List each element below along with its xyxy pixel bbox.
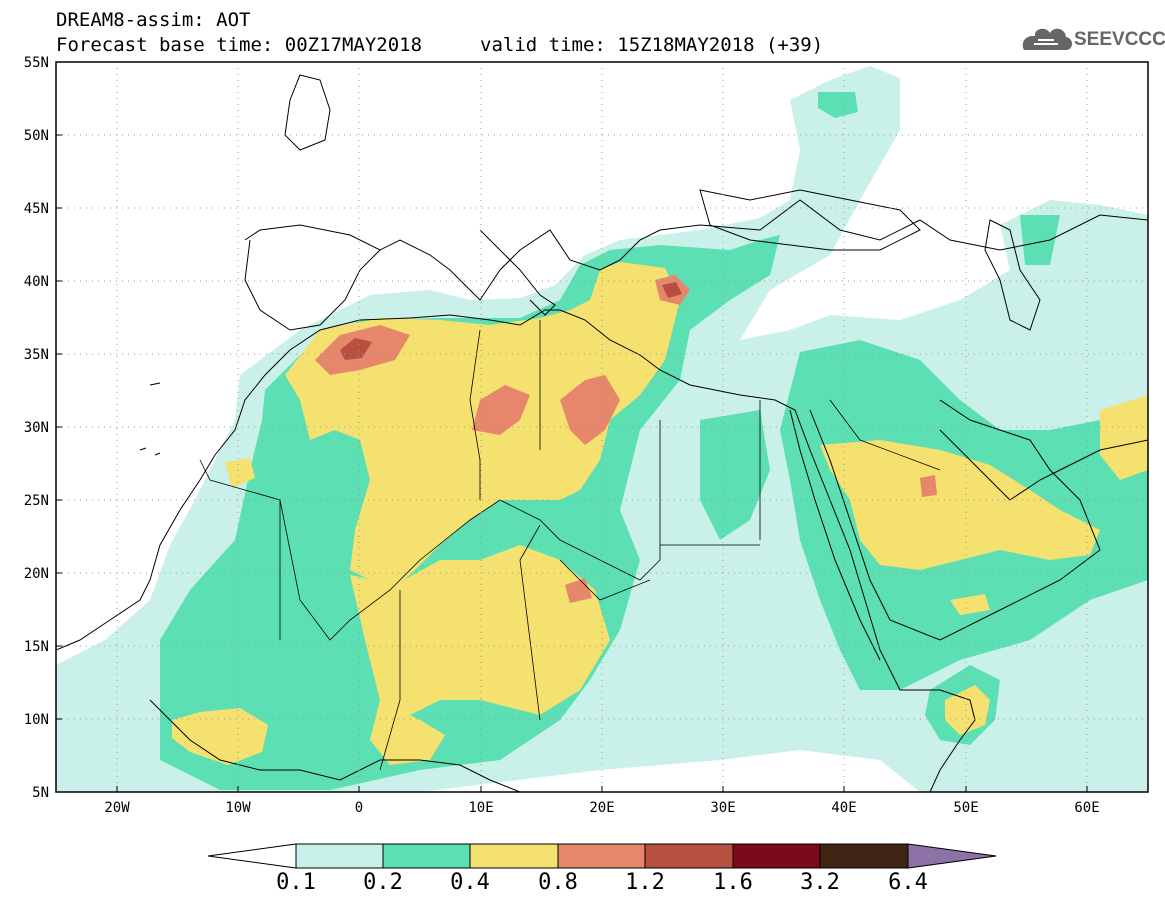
aot-region-level3 <box>350 545 610 720</box>
caspian-coastline <box>984 219 1041 331</box>
colorbar-label: 3.2 <box>800 870 840 895</box>
lon-label: 40E <box>831 800 856 816</box>
forecast-base-time: Forecast base time: 00Z17MAY2018 <box>56 34 423 56</box>
aot-region-level2 <box>1020 215 1060 265</box>
lon-label: 30E <box>710 800 735 816</box>
colorbar-low-arrow <box>207 843 297 869</box>
lat-label: 20N <box>24 566 49 582</box>
canary-islands <box>139 382 161 456</box>
europe-coastline <box>244 199 1148 301</box>
lon-label: 10W <box>225 800 251 816</box>
aot-region-level3 <box>172 708 268 765</box>
colorbar-label: 1.2 <box>625 870 665 895</box>
aot-region-level4 <box>565 578 592 603</box>
aot-region-level5 <box>340 338 372 360</box>
britain-coastline <box>284 74 331 151</box>
lat-label: 55N <box>24 55 49 71</box>
aot-region-level4 <box>560 375 620 445</box>
colorbar-swatch <box>819 843 909 869</box>
lat-label: 15N <box>24 639 49 655</box>
colorbar-swatch <box>382 843 471 869</box>
tick-marks <box>56 61 1088 793</box>
colorbar-label: 0.1 <box>276 870 316 895</box>
lat-label: 40N <box>24 274 49 290</box>
aot-region-level3 <box>945 685 990 735</box>
seevccc-logo: SEEVCCC <box>1018 22 1165 56</box>
lat-label: 30N <box>24 420 49 436</box>
colorbar-label: 0.2 <box>363 870 403 895</box>
cloud-icon <box>1022 28 1072 50</box>
lat-label: 45N <box>24 201 49 217</box>
italy-coastline <box>479 229 556 316</box>
lat-label: 35N <box>24 347 49 363</box>
aot-region-level3 <box>370 700 445 765</box>
aot-region-level3 <box>1100 395 1148 480</box>
lat-label: 5N <box>32 785 49 801</box>
lon-label: 20W <box>104 800 130 816</box>
lat-label: 50N <box>24 128 49 144</box>
arabia-coastline <box>809 399 1101 641</box>
grid <box>56 62 1148 792</box>
map-title: DREAM8-assim: AOT <box>56 9 251 31</box>
lon-label: 60E <box>1074 800 1099 816</box>
colorbar-label: 0.8 <box>538 870 578 895</box>
lon-label: 10E <box>468 800 493 816</box>
colorbar-swatch <box>469 843 559 869</box>
lon-label: 20E <box>589 800 614 816</box>
colorbar-label: 1.6 <box>713 870 753 895</box>
colorbar-swatch <box>557 843 646 869</box>
lon-labels: 20W 10W 0 10E 20E 30E 40E 50E 60E <box>104 800 1099 816</box>
red-sea-coastline <box>789 409 881 661</box>
west-africa-coastline <box>149 699 521 792</box>
logo-text: SEEVCCC <box>1074 29 1165 50</box>
lat-label: 10N <box>24 712 49 728</box>
aot-region-level5 <box>662 282 682 298</box>
lat-label: 25N <box>24 493 49 509</box>
country-border <box>199 320 941 771</box>
colorbar-swatch <box>644 843 734 869</box>
colorbar <box>207 843 997 869</box>
aot-region-level3 <box>950 594 990 615</box>
valid-time: valid time: 15Z18MAY2018 (+39) <box>480 34 824 56</box>
aot-region-level2 <box>700 410 770 540</box>
colorbar-label: 6.4 <box>888 870 928 895</box>
aot-region-level4 <box>920 475 937 497</box>
aot-region-level3 <box>225 458 255 488</box>
colorbar-label: 0.4 <box>450 870 490 895</box>
aot-region-level3 <box>820 440 1100 570</box>
lon-label: 0 <box>355 800 363 816</box>
coastlines <box>56 74 1148 792</box>
iberia-coastline <box>244 239 381 331</box>
lon-label: 50E <box>953 800 978 816</box>
colorbar-high-arrow <box>907 843 997 869</box>
africa-coastline <box>56 309 976 792</box>
lat-labels: 55N 50N 45N 40N 35N 30N 25N 20N 15N 10N … <box>24 55 49 801</box>
aot-region-level4 <box>472 385 530 435</box>
black-sea-coastline <box>699 189 921 251</box>
colorbar-swatch <box>732 843 821 869</box>
aot-region-level2 <box>818 92 858 118</box>
colorbar-swatch <box>295 843 384 869</box>
gulf-coastline <box>939 429 1148 501</box>
